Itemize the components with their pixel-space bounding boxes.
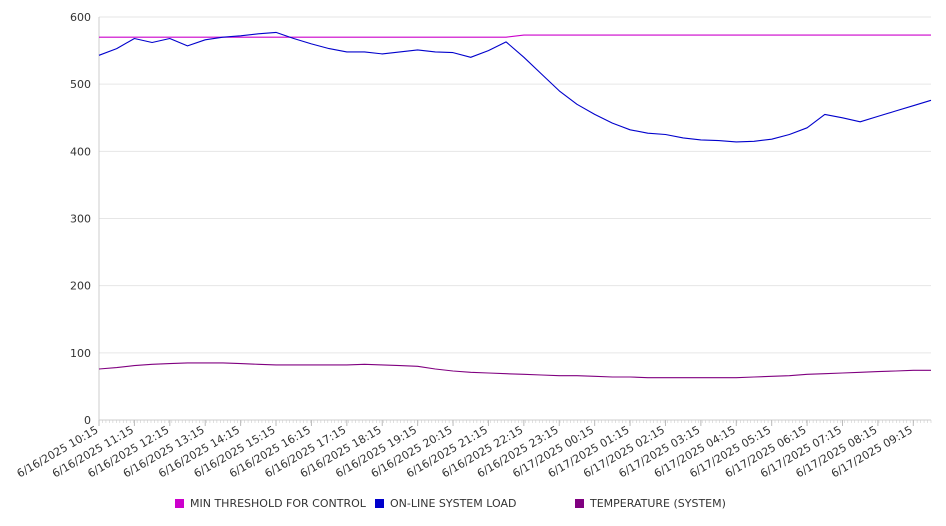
y-tick-label: 500 <box>70 78 91 91</box>
series-line-1 <box>99 32 931 141</box>
legend-label: ON-LINE SYSTEM LOAD <box>390 497 516 510</box>
axes <box>99 17 931 426</box>
legend-item-system-load[interactable]: ON-LINE SYSTEM LOAD <box>375 497 516 510</box>
legend-swatch <box>575 499 584 508</box>
grid-lines <box>99 17 931 353</box>
y-tick-label: 600 <box>70 11 91 24</box>
y-tick-label: 100 <box>70 347 91 360</box>
series-line-2 <box>99 363 931 378</box>
y-tick-label: 300 <box>70 213 91 226</box>
legend-swatch <box>175 499 184 508</box>
legend-item-min-threshold[interactable]: MIN THRESHOLD FOR CONTROL <box>175 497 366 510</box>
legend-swatch <box>375 499 384 508</box>
legend-item-temperature[interactable]: TEMPERATURE (SYSTEM) <box>575 497 726 510</box>
y-tick-label: 400 <box>70 145 91 158</box>
chart-legend: MIN THRESHOLD FOR CONTROL ON-LINE SYSTEM… <box>0 497 946 515</box>
x-tick-labels: 6/16/2025 10:156/16/2025 11:156/16/2025 … <box>15 423 915 480</box>
y-tick-label: 200 <box>70 280 91 293</box>
legend-label: TEMPERATURE (SYSTEM) <box>590 497 726 510</box>
legend-label: MIN THRESHOLD FOR CONTROL <box>190 497 366 510</box>
